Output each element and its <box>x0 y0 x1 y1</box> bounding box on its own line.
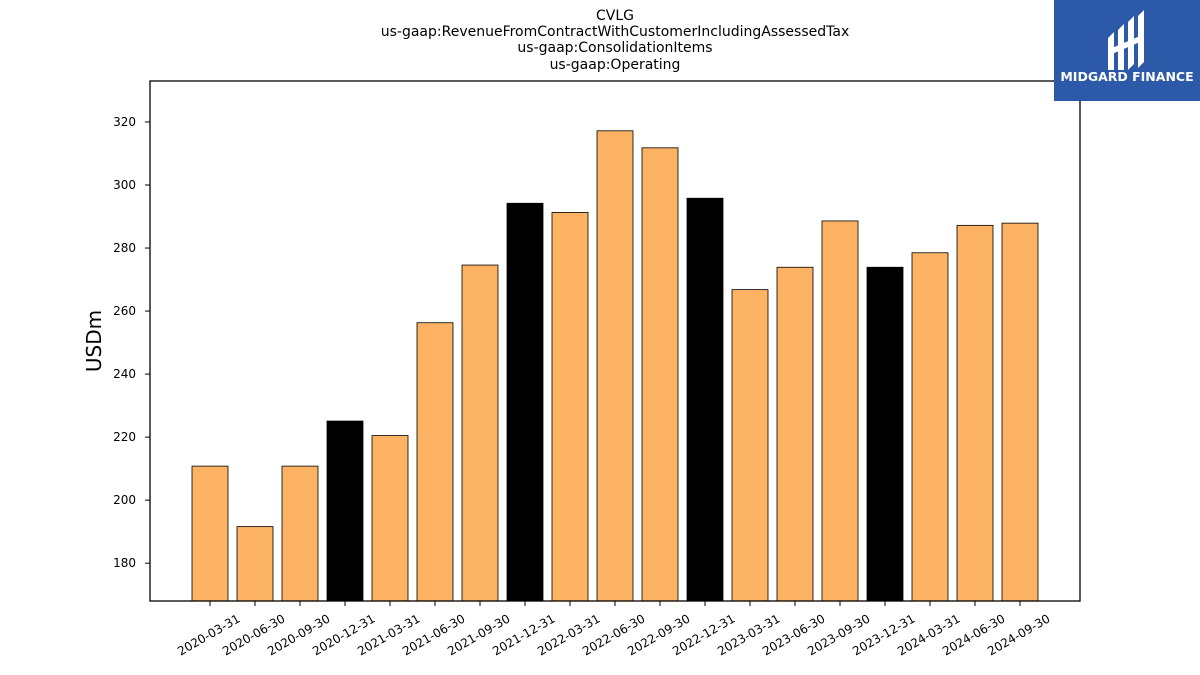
bar-2023-09-30 <box>821 220 859 602</box>
bar-2023-03-31 <box>731 289 769 602</box>
bar-2020-06-30 <box>236 526 274 602</box>
y-tick-label: 280 <box>113 241 136 255</box>
logo-mark-icon <box>1108 10 1144 70</box>
logo-background <box>1054 0 1200 101</box>
title-line-3: us-gaap:ConsolidationItems <box>517 40 712 56</box>
bar-2024-03-31 <box>911 252 949 602</box>
bar-2021-06-30 <box>416 322 454 602</box>
plot-frame <box>149 80 1081 602</box>
bar-2024-09-30 <box>1001 222 1039 602</box>
y-tick-label: 220 <box>113 430 136 444</box>
title-line-4: us-gaap:Operating <box>550 57 681 73</box>
bar-2021-12-31 <box>506 202 544 602</box>
title-line-2: us-gaap:RevenueFromContractWithCustomerI… <box>381 24 850 40</box>
bar-2023-12-31 <box>866 266 904 602</box>
y-tick-label: 180 <box>113 556 136 570</box>
x-axis: 2020-03-312020-06-302020-09-302020-12-31… <box>175 601 1053 658</box>
bar-2020-09-30 <box>281 465 319 602</box>
bar-2022-09-30 <box>641 147 679 602</box>
bar-2024-06-30 <box>956 224 994 602</box>
bars-group <box>191 130 1039 602</box>
y-axis-label: USDm <box>82 310 106 372</box>
y-tick-label: 200 <box>113 493 136 507</box>
bar-2023-06-30 <box>776 266 814 602</box>
midgard-finance-logo: MIDGARD FINANCE <box>1054 0 1200 101</box>
bar-2022-03-31 <box>551 212 589 602</box>
y-tick-label: 240 <box>113 367 136 381</box>
y-tick-label: 320 <box>113 115 136 129</box>
chart-title: CVLG us-gaap:RevenueFromContractWithCust… <box>381 8 850 73</box>
bar-2021-03-31 <box>371 435 409 602</box>
y-tick-label: 260 <box>113 304 136 318</box>
bar-2020-03-31 <box>191 465 229 602</box>
y-axis: 180 200 220 240 260 280 300 320 <box>113 115 150 570</box>
title-line-1: CVLG <box>596 8 634 24</box>
bar-2021-09-30 <box>461 264 499 602</box>
bar-2022-12-31 <box>686 197 724 602</box>
bar-2022-06-30 <box>596 130 634 602</box>
bar-2020-12-31 <box>326 420 364 602</box>
y-tick-label: 300 <box>113 178 136 192</box>
logo-text: MIDGARD FINANCE <box>1060 69 1193 84</box>
